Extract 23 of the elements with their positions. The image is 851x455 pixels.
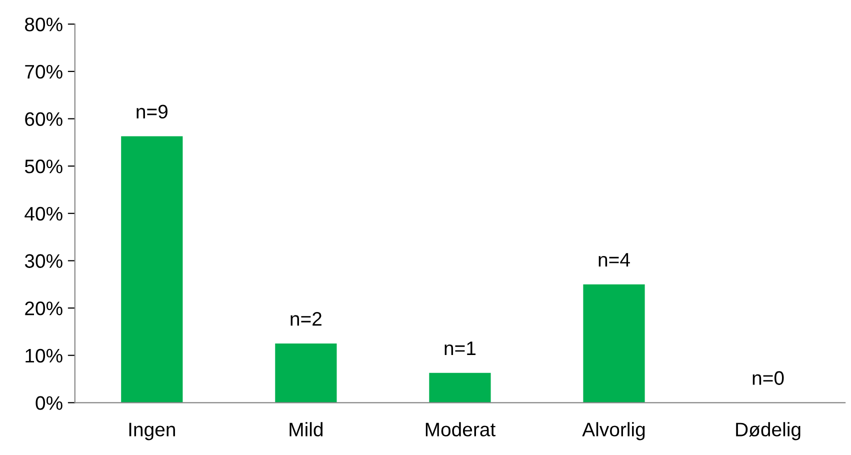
y-tick-label: 30%: [24, 254, 62, 268]
x-tick-label: Moderat: [426, 422, 496, 436]
annotation: n=4: [598, 253, 630, 266]
x-tick-label: Ingen: [129, 422, 175, 440]
annotation: n=9: [136, 104, 168, 119]
bar: [429, 372, 491, 403]
y-tick-label: 20%: [25, 302, 62, 316]
x-tick-label: Alvorlig: [582, 422, 645, 440]
y-tick-label: 10%: [26, 348, 62, 363]
bar: [275, 344, 337, 403]
x-tick-label: Mild: [290, 422, 323, 436]
y-tick-label: 80%: [25, 18, 62, 32]
y-tick-label: 70%: [25, 64, 62, 79]
y-tick-label: 50%: [24, 160, 62, 174]
bar: [121, 136, 183, 403]
annotation: n=2: [290, 312, 322, 326]
annotation: n=1: [444, 342, 476, 355]
y-tick-label: 60%: [25, 112, 62, 126]
x-tick-label: Dødelig: [736, 422, 800, 440]
y-tick-label: 40%: [24, 206, 62, 221]
annotation: n=0: [752, 371, 784, 385]
y-tick-label: 0%: [36, 396, 62, 410]
bar: [583, 284, 645, 403]
